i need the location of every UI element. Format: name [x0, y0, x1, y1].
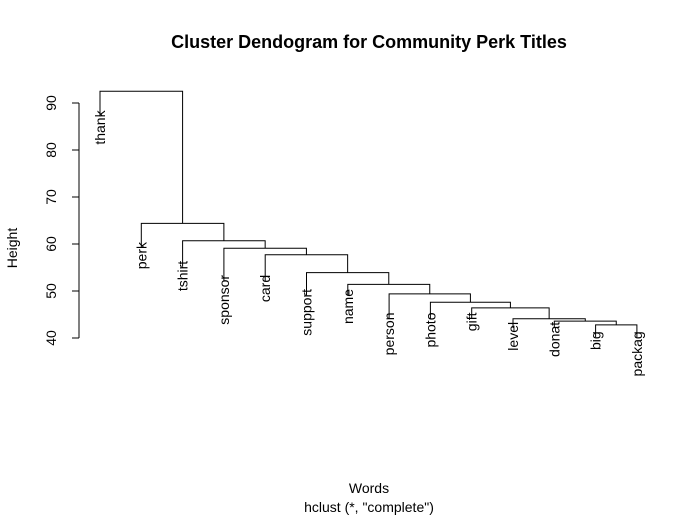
- leaf-label-sponsor: sponsor: [216, 275, 232, 325]
- chart-title: Cluster Dendogram for Community Perk Tit…: [171, 32, 567, 52]
- leaf-label-support: support: [299, 289, 315, 336]
- leaf-label-person: person: [381, 313, 397, 356]
- leaf-label-name: name: [340, 289, 356, 324]
- merge-segment-13: [99, 90, 184, 224]
- y-tick-label: 90: [43, 95, 59, 111]
- leaf-label-packag: packag: [629, 331, 645, 376]
- leaf-label-tshirt: tshirt: [175, 261, 191, 291]
- leaf-label-big: big: [588, 331, 604, 350]
- merge-segment-4: [471, 307, 550, 319]
- y-tick-label: 70: [43, 189, 59, 205]
- leaf-label-donat: donat: [546, 322, 562, 357]
- leaf-label-photo: photo: [422, 312, 438, 347]
- leaf-label-gift: gift: [464, 312, 480, 331]
- leaf-label-card: card: [257, 275, 273, 302]
- leaf-label-level: level: [505, 322, 521, 351]
- y-tick-label: 80: [43, 142, 59, 158]
- y-tick-label: 50: [43, 283, 59, 299]
- y-axis: 40 50 60 70 80 90: [43, 95, 80, 346]
- y-tick-label: 40: [43, 330, 59, 346]
- y-axis-label: Height: [4, 228, 20, 269]
- x-axis-subtitle: hclust (*, "complete"): [304, 499, 434, 515]
- leaf-label-perk: perk: [133, 241, 149, 269]
- leaf-labels: thank perk tshirt sponsor card support name per…: [92, 109, 645, 376]
- leaf-label-thank: thank: [92, 109, 108, 144]
- x-axis-label: Words: [349, 480, 389, 496]
- dendrogram-tree: [99, 90, 638, 338]
- y-tick-label: 60: [43, 236, 59, 252]
